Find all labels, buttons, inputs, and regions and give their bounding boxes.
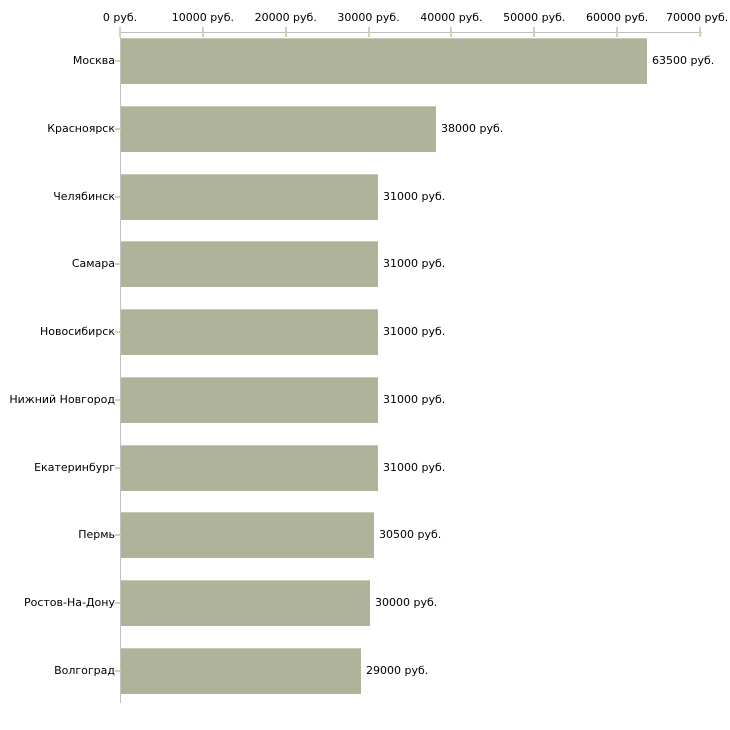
x-axis-tick bbox=[119, 27, 121, 37]
x-axis-tick-label: 40000 руб. bbox=[420, 11, 483, 24]
chart-bar bbox=[121, 445, 378, 491]
x-axis-tick-label: 30000 руб. bbox=[337, 11, 400, 24]
y-axis-tick bbox=[115, 602, 121, 604]
value-label: 31000 руб. bbox=[383, 257, 446, 270]
value-label: 31000 руб. bbox=[383, 325, 446, 338]
y-axis-tick bbox=[115, 128, 121, 130]
x-axis-tick-label: 0 руб. bbox=[102, 11, 138, 24]
category-label: Нижний Новгород bbox=[9, 393, 115, 406]
y-axis-tick bbox=[115, 263, 121, 265]
chart-bar bbox=[121, 241, 378, 287]
y-axis-tick bbox=[115, 60, 121, 62]
x-axis-tick-label: 60000 руб. bbox=[586, 11, 649, 24]
value-label: 63500 руб. bbox=[652, 54, 715, 67]
y-axis-tick bbox=[115, 670, 121, 672]
x-axis-tick bbox=[533, 27, 536, 37]
y-axis-tick bbox=[115, 196, 121, 198]
category-label: Ростов-На-Дону bbox=[23, 596, 115, 609]
y-axis-tick bbox=[115, 467, 121, 469]
chart-bar bbox=[121, 38, 647, 84]
x-axis-line bbox=[120, 32, 702, 33]
y-axis-tick bbox=[115, 534, 121, 536]
chart-bar bbox=[121, 648, 361, 694]
y-axis-tick bbox=[115, 399, 121, 401]
value-label: 29000 руб. bbox=[366, 664, 429, 677]
value-label: 30000 руб. bbox=[375, 596, 438, 609]
category-label: Екатеринбург bbox=[34, 461, 115, 474]
category-label: Волгоград bbox=[54, 664, 115, 677]
x-axis-tick-label: 70000 руб. bbox=[666, 11, 729, 24]
value-label: 30500 руб. bbox=[379, 528, 442, 541]
chart-bar bbox=[121, 174, 378, 220]
category-label: Москва bbox=[72, 54, 115, 67]
chart-bar bbox=[121, 512, 374, 558]
chart-bar bbox=[121, 377, 378, 423]
category-label: Красноярск bbox=[47, 122, 115, 135]
x-axis-tick-label: 20000 руб. bbox=[254, 11, 317, 24]
x-axis-tick bbox=[367, 27, 370, 37]
x-axis-tick bbox=[284, 27, 287, 37]
value-label: 31000 руб. bbox=[383, 190, 446, 203]
category-label: Челябинск bbox=[53, 190, 115, 203]
x-axis-tick bbox=[699, 27, 701, 37]
x-axis-tick-label: 50000 руб. bbox=[503, 11, 566, 24]
value-label: 31000 руб. bbox=[383, 461, 446, 474]
value-label: 31000 руб. bbox=[383, 393, 446, 406]
chart-bar bbox=[121, 309, 378, 355]
category-label: Самара bbox=[71, 257, 115, 270]
x-axis-tick bbox=[450, 27, 453, 37]
x-axis-tick bbox=[616, 27, 619, 37]
y-axis-tick bbox=[115, 331, 121, 333]
x-axis-tick-label: 10000 руб. bbox=[171, 11, 234, 24]
value-label: 38000 руб. bbox=[441, 122, 504, 135]
category-label: Новосибирск bbox=[39, 325, 115, 338]
chart-bar bbox=[121, 106, 436, 152]
category-label: Пермь bbox=[78, 528, 115, 541]
y-axis-line bbox=[120, 32, 121, 703]
x-axis-tick bbox=[201, 27, 204, 37]
chart-bar bbox=[121, 580, 370, 626]
